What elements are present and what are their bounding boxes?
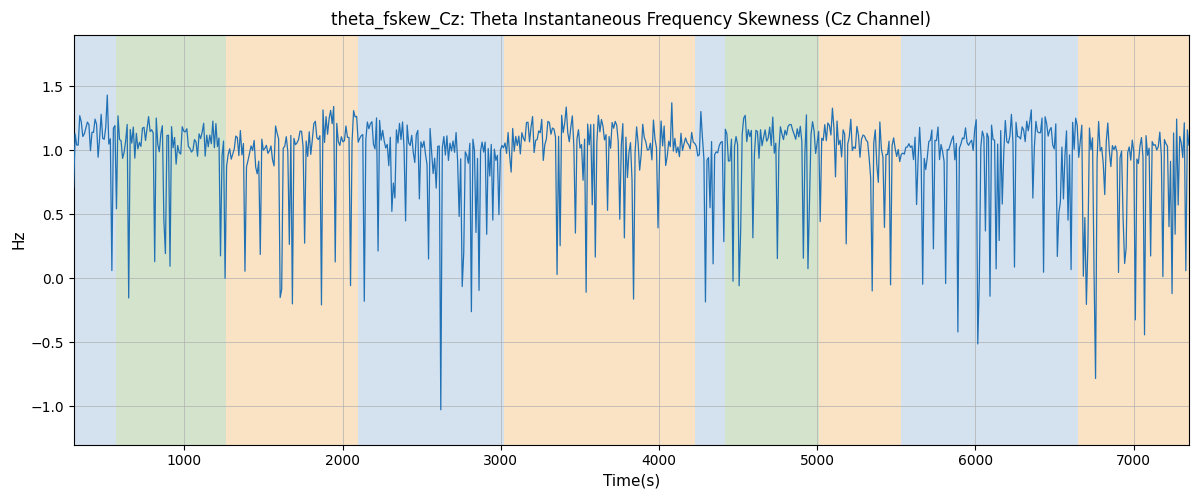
Bar bbox=[359, 35, 504, 444]
Bar bbox=[1078, 35, 1189, 444]
Title: theta_fskew_Cz: Theta Instantaneous Frequency Skewness (Cz Channel): theta_fskew_Cz: Theta Instantaneous Freq… bbox=[331, 11, 931, 30]
Bar bbox=[901, 35, 1078, 444]
Bar bbox=[695, 35, 725, 444]
Y-axis label: Hz: Hz bbox=[11, 230, 26, 250]
Bar bbox=[73, 35, 115, 444]
X-axis label: Time(s): Time(s) bbox=[602, 474, 660, 489]
Bar bbox=[725, 35, 818, 444]
Bar bbox=[227, 35, 359, 444]
Bar bbox=[504, 35, 695, 444]
Bar bbox=[115, 35, 227, 444]
Bar bbox=[818, 35, 901, 444]
